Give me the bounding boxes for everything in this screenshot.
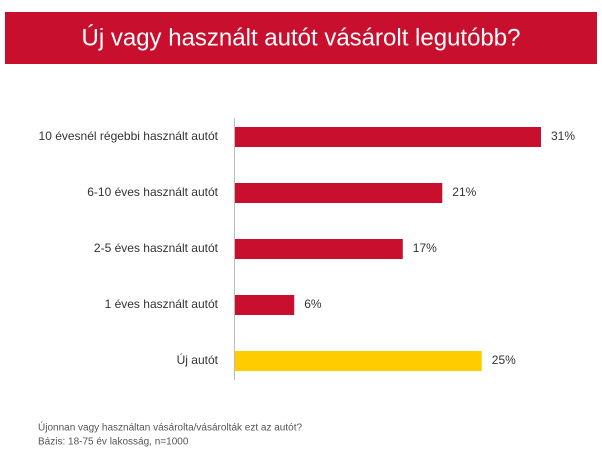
footnote: Bázis: 18-75 év lakosság, n=1000	[38, 437, 189, 448]
bar	[235, 183, 443, 203]
category-label: 6-10 éves használt autót	[87, 185, 218, 199]
bar	[235, 127, 541, 147]
chart-title: Új vagy használt autót vásárolt legutóbb…	[82, 24, 521, 51]
data-label: 21%	[452, 185, 476, 199]
footnote: Újonnan vagy használtan vásárolta/vásáro…	[38, 421, 302, 434]
category-label: 2-5 éves használt autót	[94, 241, 219, 255]
category-label: 10 évesnél régebbi használt autót	[39, 129, 219, 143]
data-label: 17%	[413, 241, 437, 255]
bar	[235, 351, 482, 371]
bar	[235, 239, 403, 259]
bar	[235, 295, 295, 315]
data-label: 6%	[304, 297, 322, 311]
data-label: 25%	[492, 353, 516, 367]
category-label: Új autót	[177, 352, 219, 367]
title-banner	[5, 12, 597, 64]
data-label: 31%	[551, 129, 575, 143]
category-label: 1 éves használt autót	[105, 297, 219, 311]
